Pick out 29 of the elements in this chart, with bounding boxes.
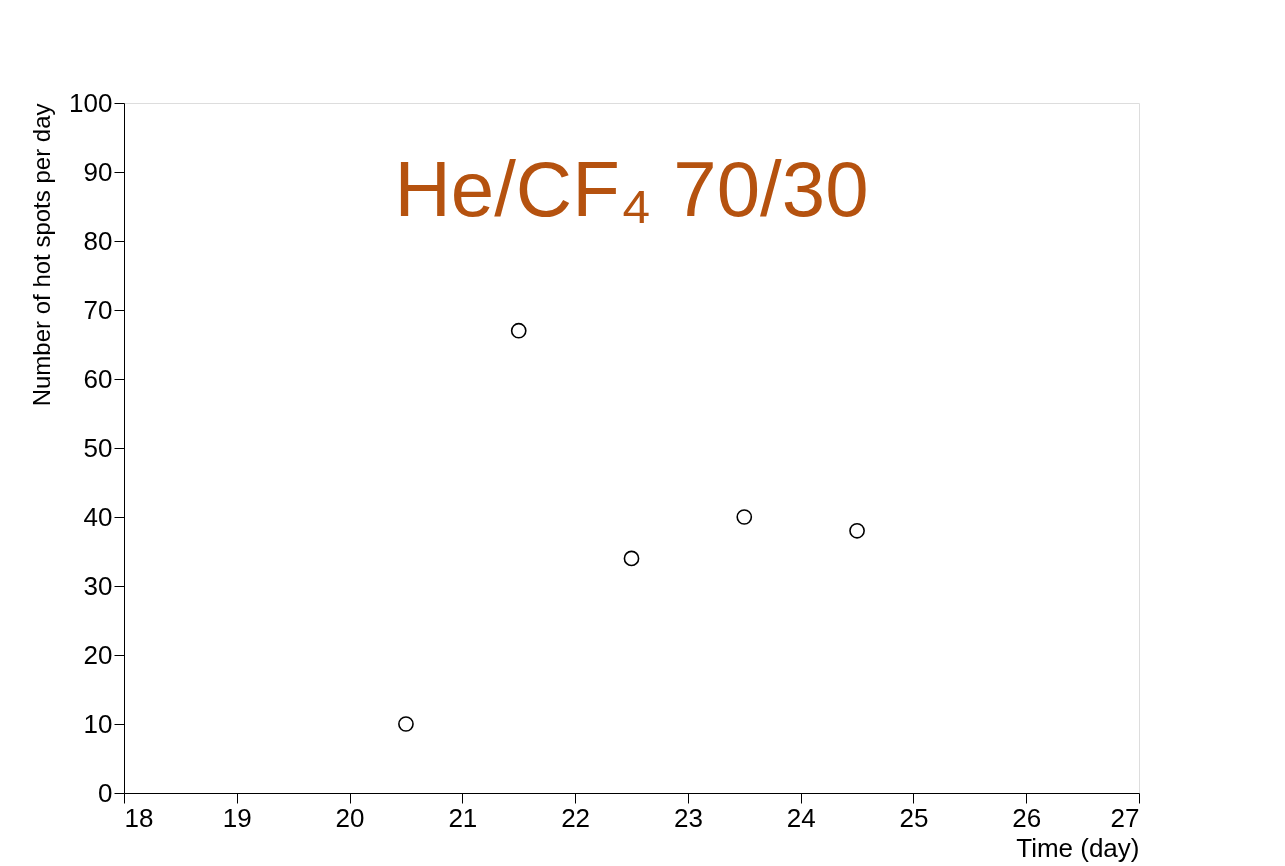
point: [623, 550, 640, 567]
y-tick-label: 0: [98, 777, 113, 808]
x-tick-label: 23: [673, 802, 703, 833]
point: [398, 716, 414, 732]
x-tick-label: 27: [1110, 802, 1140, 833]
y-axis-title: Number of hot spots per day: [28, 103, 56, 407]
y-tick-label: 80: [83, 225, 113, 256]
x-tick-label: 18: [124, 802, 154, 833]
point: [510, 322, 527, 339]
text: He/CF₄ 70/30: [394, 144, 869, 233]
x-tick-label: 19: [222, 802, 252, 833]
x-tick-label: 26: [1012, 802, 1042, 833]
y-tick-label: 30: [83, 570, 113, 601]
x-tick-label: 20: [335, 802, 365, 833]
x-tick-label: 21: [448, 802, 478, 833]
y-tick-label: 40: [83, 501, 113, 532]
x-tick-label: 25: [899, 802, 929, 833]
y-tick-label: 100: [69, 87, 113, 118]
point: [736, 509, 753, 525]
x-tick-label: 24: [786, 802, 816, 833]
y-tick-label: 10: [83, 708, 113, 739]
x-tick-label: 22: [561, 802, 591, 833]
point: [849, 522, 865, 539]
x-axis-title: Time (day): [1016, 832, 1140, 863]
y-tick-label: 70: [83, 294, 113, 325]
y-tick-label: 60: [83, 363, 113, 394]
y-tick-label: 50: [83, 432, 113, 463]
y-tick-label: 20: [83, 639, 113, 670]
y-tick-label: 90: [83, 156, 113, 187]
